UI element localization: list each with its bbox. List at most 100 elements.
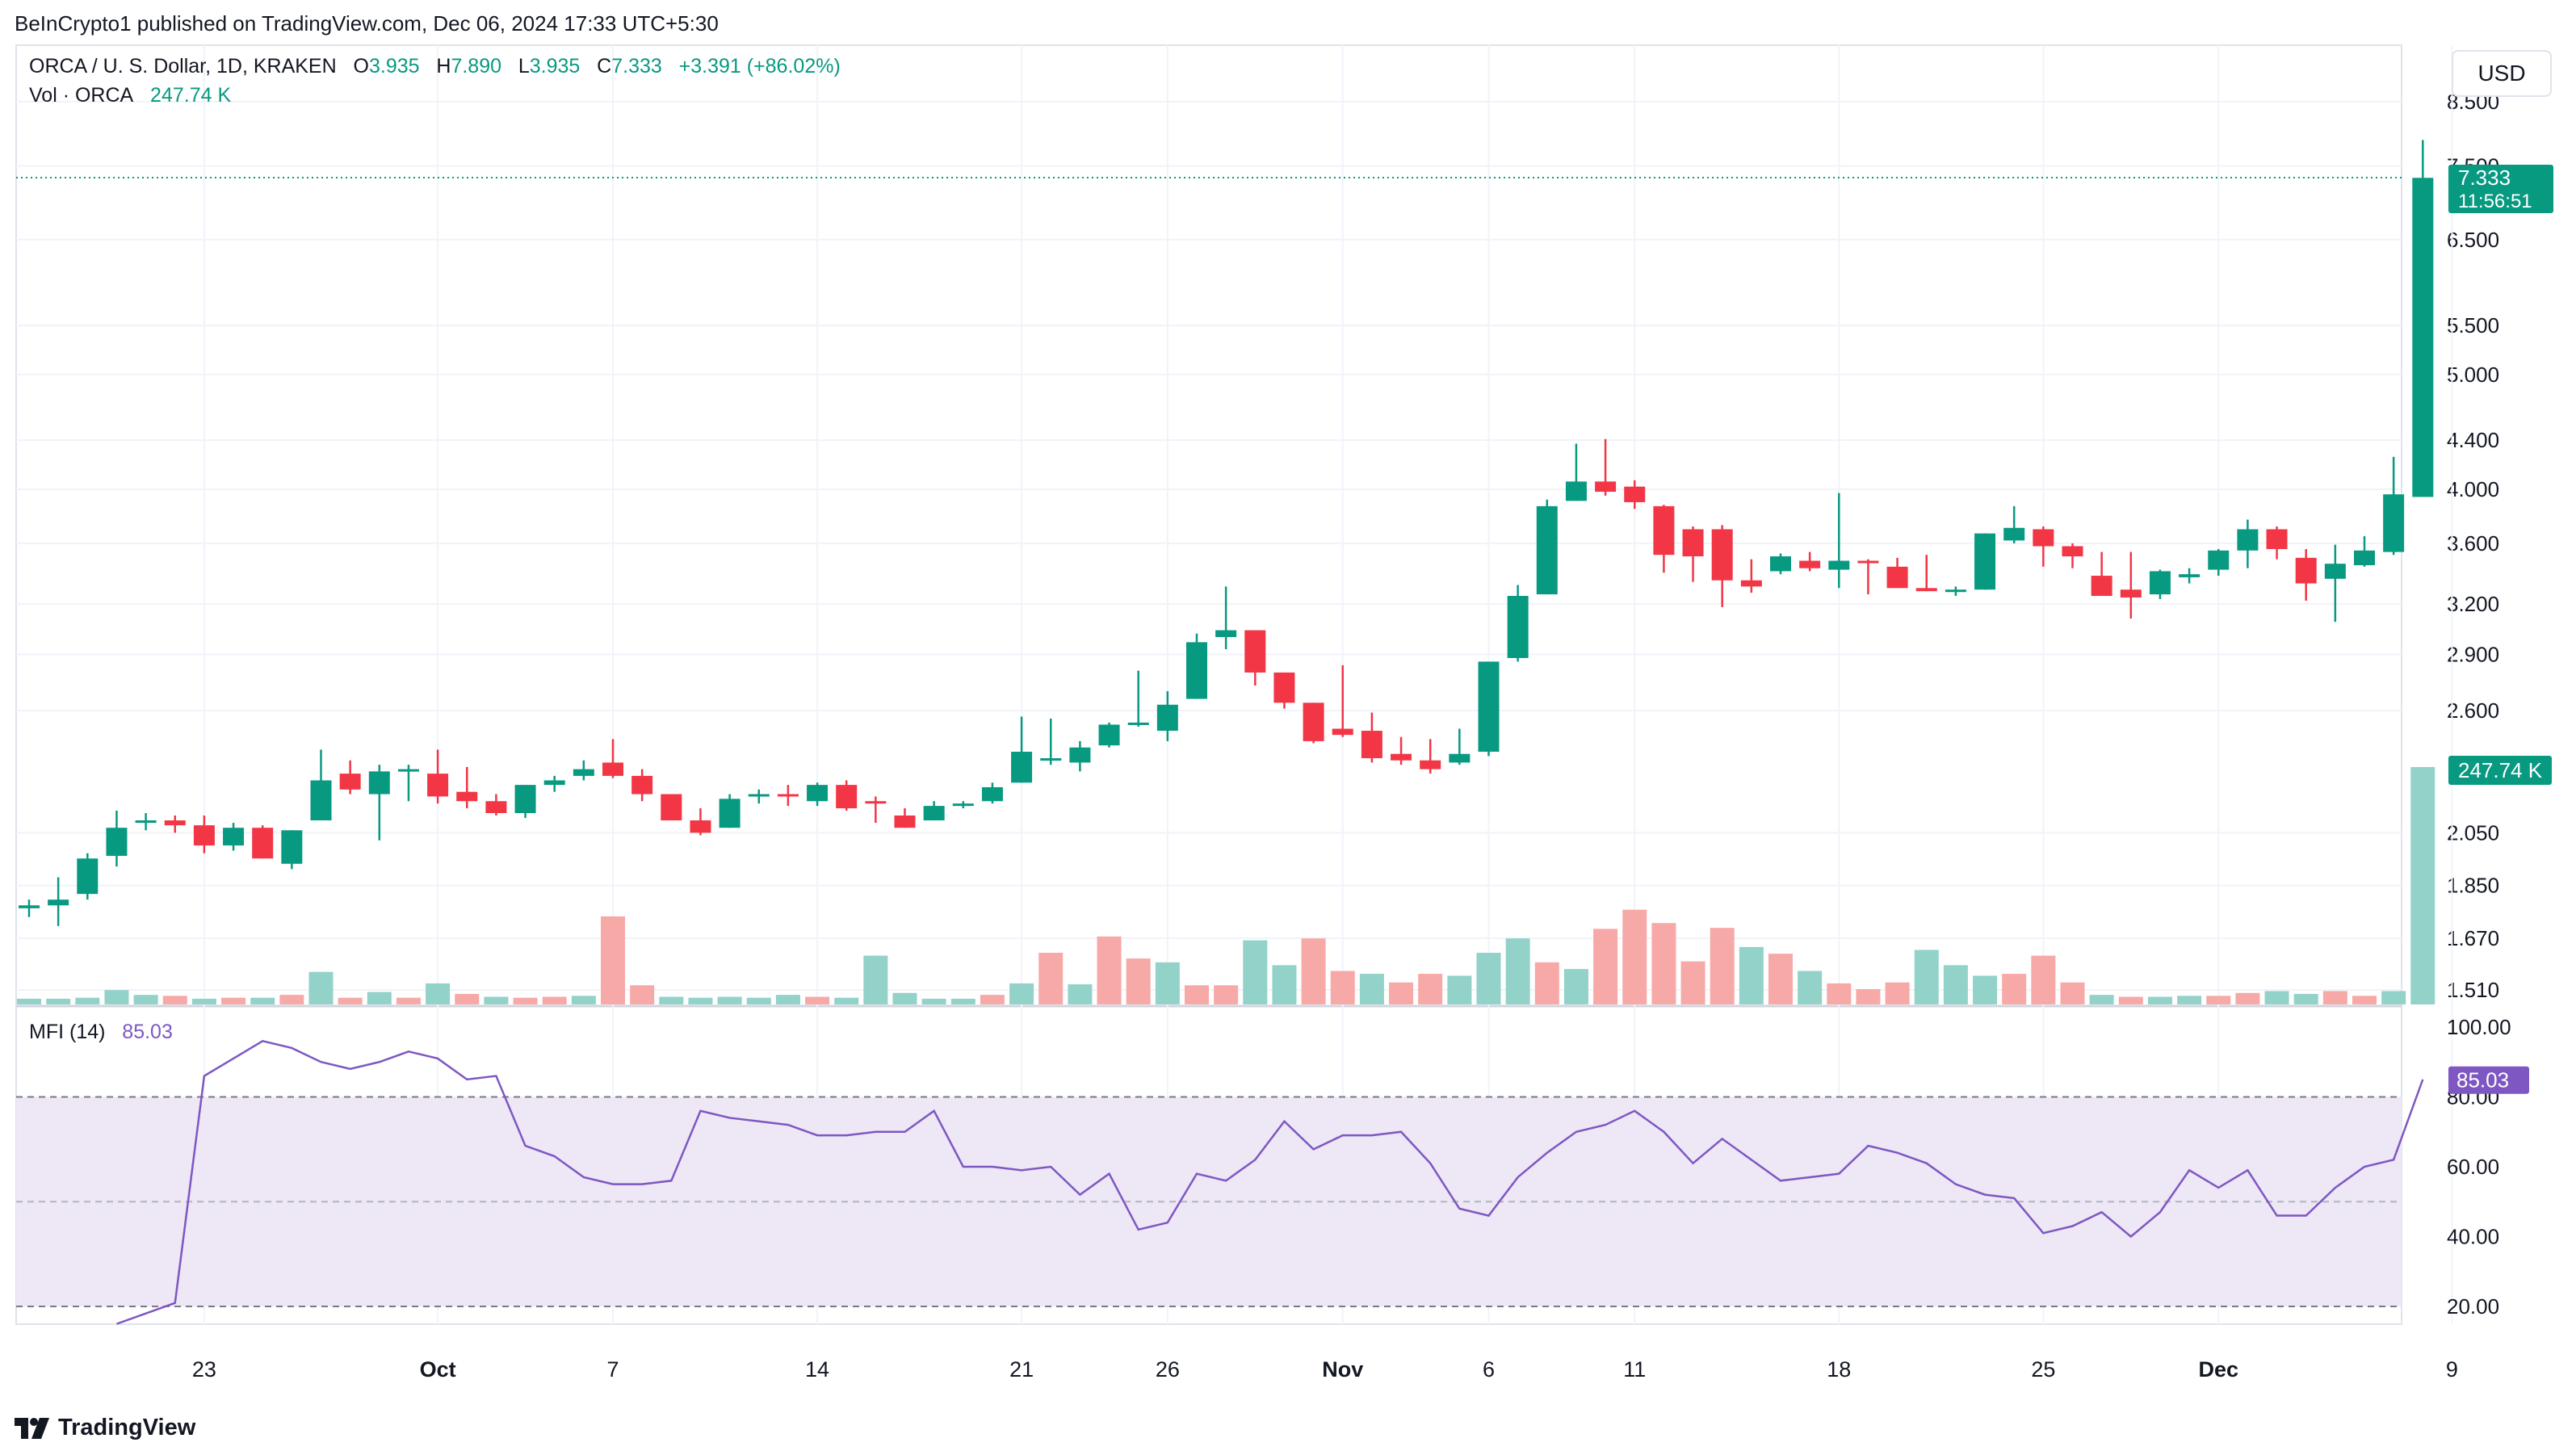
volume-bar	[1710, 928, 1735, 1004]
candle-body	[281, 830, 303, 864]
countdown-label: 11:56:51	[2458, 191, 2532, 212]
tradingview-logo: TradingView	[15, 1415, 195, 1441]
candle-body	[573, 769, 594, 776]
candle-body	[1536, 505, 1558, 595]
volume-bar	[1038, 952, 1064, 1004]
volume-bar	[2206, 996, 2231, 1004]
price-tick-label: 1.850	[2447, 874, 2499, 898]
symbol-label: ORCA / U. S. Dollar, 1D, KRAKEN	[29, 55, 337, 78]
candle-body	[1799, 560, 1821, 568]
candle-body	[1420, 760, 1441, 769]
price-tick-label: 4.400	[2447, 428, 2499, 452]
volume-bar	[133, 995, 158, 1004]
volume-bar	[2410, 767, 2435, 1004]
candle-body	[807, 785, 829, 802]
candle-body	[1915, 588, 1937, 592]
candle-body	[1478, 661, 1500, 753]
volume-bar	[2293, 993, 2318, 1004]
volume-bar	[191, 998, 216, 1004]
candle-body	[981, 786, 1003, 802]
candle-body	[310, 780, 332, 821]
volume-bar	[1622, 909, 1647, 1004]
time-tick-label: 11	[1623, 1357, 1646, 1382]
mfi-tick-label: 20.00	[2447, 1294, 2499, 1319]
candle-body	[193, 825, 215, 846]
candle-body	[1740, 580, 1762, 587]
candle-body	[514, 785, 536, 814]
candle-body	[1565, 481, 1587, 501]
last-volume-badge	[2448, 756, 2552, 785]
candle-body	[1507, 596, 1529, 658]
candle-body	[1332, 728, 1353, 736]
volume-bar	[2177, 996, 2202, 1004]
volume-bar	[2118, 996, 2143, 1004]
change-value: +3.391 (+86.02%)	[678, 55, 841, 78]
mfi-tick-label: 40.00	[2447, 1225, 2499, 1249]
time-tick-label: 25	[2031, 1357, 2055, 1382]
close-value: 7.333	[611, 55, 662, 78]
volume-bar	[75, 997, 100, 1004]
volume-legend: Vol · ORCA 247.74 K	[29, 84, 231, 107]
tradingview-logo-icon	[15, 1417, 49, 1439]
low-label: L	[518, 55, 530, 78]
candle-body	[1215, 630, 1237, 637]
candle-body	[368, 771, 390, 795]
price-tick-label: 1.670	[2447, 926, 2499, 950]
volume-bar	[717, 996, 742, 1004]
candle-body	[2120, 589, 2142, 598]
candle-body	[1011, 752, 1033, 783]
volume-bar	[338, 997, 363, 1004]
candle-body	[1449, 753, 1471, 763]
volume-bar	[1009, 983, 1034, 1004]
volume-bar	[1827, 983, 1852, 1004]
volume-bar	[2031, 955, 2056, 1004]
volume-bar	[221, 997, 246, 1004]
candle-body	[164, 820, 186, 826]
candle-body	[836, 785, 858, 809]
price-tick-label: 3.200	[2447, 592, 2499, 616]
volume-bar	[513, 997, 538, 1004]
volume-bar	[1943, 965, 1968, 1004]
time-tick-label: 26	[1156, 1357, 1180, 1382]
ohlc-legend: ORCA / U. S. Dollar, 1D, KRAKEN O3.935 H…	[29, 55, 841, 78]
candle-body	[1127, 722, 1149, 725]
candle-body	[543, 780, 565, 786]
candle-body	[865, 801, 887, 804]
candle-body	[2208, 550, 2230, 570]
candle-body	[1244, 630, 1266, 673]
price-tick-label: 6.500	[2447, 228, 2499, 252]
volume-bar	[1534, 962, 1559, 1004]
volume-bar	[1680, 961, 1705, 1004]
time-tick-label: 18	[1827, 1357, 1851, 1382]
volume-bar	[396, 997, 421, 1004]
last-volume-label: 247.74 K	[2458, 758, 2543, 782]
candle-body	[719, 799, 740, 828]
last-price-label: 7.333	[2458, 166, 2511, 190]
candle-body	[397, 769, 419, 772]
volume-bar	[1185, 985, 1209, 1004]
volume-bar	[863, 955, 888, 1004]
volume-bar	[659, 996, 684, 1004]
candle-body	[777, 794, 799, 797]
mfi-last-label: 85.03	[2456, 1068, 2509, 1092]
time-tick-label: 14	[805, 1357, 829, 1382]
volume-bar	[1126, 958, 1151, 1004]
volume-bar	[1476, 952, 1501, 1004]
open-value: 3.935	[368, 55, 420, 78]
price-tick-label: 5.000	[2447, 363, 2499, 387]
volume-bar	[571, 996, 596, 1004]
open-label: O	[353, 55, 369, 78]
mfi-last-badge	[2448, 1066, 2529, 1094]
mfi-label: MFI (14)	[29, 1021, 106, 1043]
candle-body	[106, 828, 128, 856]
candle-body	[2149, 571, 2171, 595]
candle-body	[1156, 704, 1178, 732]
currency-button[interactable]: USD	[2452, 50, 2552, 97]
candle-body	[2354, 550, 2375, 566]
volume-bar	[279, 995, 304, 1004]
volume-bar	[2352, 996, 2377, 1004]
price-tick-label: 2.050	[2447, 820, 2499, 845]
candle-body	[339, 774, 361, 790]
candle-body	[2266, 529, 2288, 550]
